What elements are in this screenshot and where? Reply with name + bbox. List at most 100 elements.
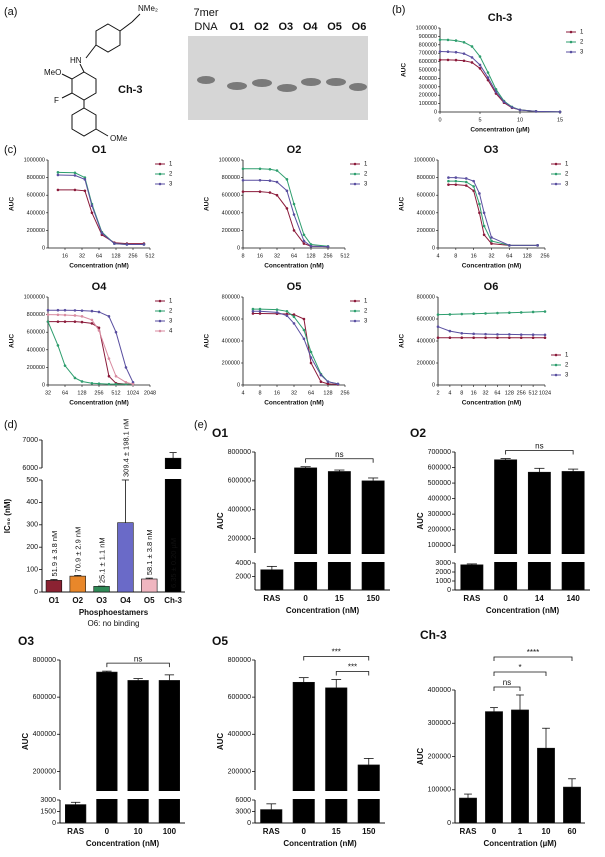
data-point (462, 59, 466, 63)
chart-title: O4 (92, 281, 108, 293)
x-tick-label: 64 (506, 253, 512, 259)
data-point (90, 204, 94, 208)
data-point (251, 307, 255, 311)
significance-label: *** (348, 663, 357, 672)
chart-title: O1 (92, 144, 107, 156)
y-tick-label: 1500 (40, 808, 56, 815)
legend-marker (353, 182, 357, 186)
legend-marker (554, 182, 558, 186)
bond (61, 92, 73, 99)
data-point (63, 320, 67, 323)
data-point (100, 231, 104, 235)
x-tick-label: 150 (362, 827, 376, 836)
data-point (73, 314, 77, 317)
y-tick-label: 600000 (417, 316, 435, 322)
y-tick-label: 400000 (228, 731, 251, 738)
significance-label: **** (527, 648, 539, 657)
x-tick-label: 10 (517, 117, 523, 123)
data-point (508, 336, 511, 340)
data-point (113, 242, 116, 245)
significance-bracket (305, 458, 374, 463)
data-point (508, 333, 511, 336)
y-tick-label: 200000 (428, 753, 451, 760)
legend-marker (569, 30, 573, 34)
y-tick-label: 3000 (435, 560, 451, 567)
data-point (482, 211, 486, 215)
axis-break (68, 469, 87, 479)
bar (93, 586, 110, 593)
bar (260, 809, 283, 824)
x-tick-label: 1024 (539, 390, 551, 396)
x-tick-label: 128 (306, 253, 315, 259)
axis-break (126, 791, 150, 799)
data-point (448, 313, 452, 316)
legend-label: 1 (580, 30, 584, 36)
x-axis-label: Concentration (nM) (69, 400, 129, 407)
y-tick-label: 400000 (417, 338, 435, 344)
legend-label: 3 (169, 319, 173, 325)
x-tick-label: RAS (463, 594, 481, 603)
chart-title: O1 (212, 426, 228, 440)
y-tick-label: 100 (26, 566, 38, 573)
y-tick-label: 200000 (419, 93, 437, 99)
bar (325, 687, 348, 824)
y-tick-label: 800000 (419, 42, 437, 48)
x-tick-label: 1 (518, 827, 523, 836)
y-tick-label: 3000 (235, 808, 251, 815)
y-tick-label: 700000 (419, 51, 437, 57)
legend-label: 1 (364, 299, 368, 305)
data-point (63, 308, 67, 312)
bar (65, 804, 87, 824)
data-point (446, 58, 450, 62)
data-point (464, 184, 468, 187)
y-tick-label: 800000 (228, 449, 251, 456)
legend-marker (158, 309, 162, 313)
x-tick-label: 512 (111, 390, 120, 396)
value-label: 58.1 ± 3.8 nM (145, 529, 154, 575)
bar (563, 786, 581, 824)
x-tick-label: 140 (566, 594, 580, 603)
x-tick-label: 64 (96, 253, 102, 259)
bar (361, 480, 385, 591)
bond (61, 73, 73, 80)
legend-marker (569, 50, 573, 54)
data-point (558, 110, 562, 114)
series-line (57, 174, 144, 245)
y-tick-label: 900000 (419, 34, 437, 40)
legend-marker (554, 363, 558, 367)
data-point (275, 180, 279, 184)
data-point (543, 336, 547, 340)
data-point (285, 178, 289, 181)
data-point (124, 366, 128, 369)
bond (95, 128, 109, 137)
data-point (436, 313, 440, 316)
y-axis-label: AUC (399, 334, 406, 348)
x-tick-label: 16 (471, 390, 477, 396)
band (252, 79, 272, 87)
y-tick-label: 0 (447, 587, 451, 594)
data-point (436, 336, 440, 340)
significance-label: ns (134, 654, 142, 663)
y-tick-label: 1000000 (24, 157, 45, 163)
structure (61, 13, 141, 137)
x-tick-label: 16 (471, 253, 477, 259)
legend-label: 3 (580, 50, 584, 56)
chart-title: O6 (484, 281, 499, 293)
x-tick-label: RAS (67, 827, 85, 836)
data-point (448, 329, 452, 333)
data-point (309, 244, 313, 248)
y-axis-label: AUC (204, 334, 211, 348)
y-tick-label: 500000 (419, 67, 437, 73)
data-point (472, 332, 475, 336)
y-tick-label: 0 (34, 589, 38, 596)
y-tick-label: 800000 (222, 175, 240, 181)
x-tick-label: 64 (308, 390, 314, 396)
data-point (63, 364, 67, 367)
data-point (97, 382, 101, 385)
panel-label: (d) (4, 419, 17, 431)
data-point (285, 207, 289, 210)
x-axis-label: Concentration (nM) (264, 400, 324, 407)
legend-label: 1 (565, 353, 569, 359)
legend-label: 1 (364, 162, 368, 168)
x-tick-label: 128 (111, 253, 120, 259)
